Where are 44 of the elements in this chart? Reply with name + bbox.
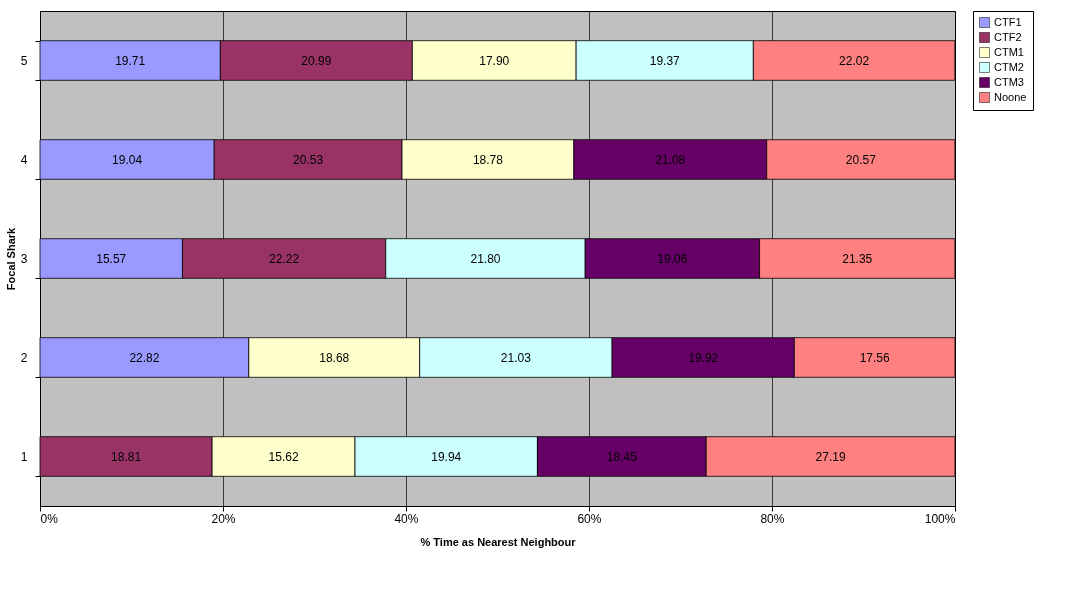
data-label: 19.37: [649, 53, 681, 68]
data-label: 20.57: [845, 152, 877, 167]
data-label: 20.53: [293, 152, 324, 167]
data-label: 19.94: [431, 449, 462, 464]
data-label: 27.19: [815, 449, 846, 464]
y-tick-label: 5: [20, 54, 28, 68]
x-tick-label: 0%: [40, 511, 59, 526]
data-label: 19.04: [112, 152, 143, 167]
data-label: 21.08: [655, 152, 686, 167]
data-label: 22.22: [269, 251, 300, 266]
legend-label: CTM3: [994, 75, 1024, 88]
data-label: 19.92: [688, 350, 719, 365]
y-tick-label: 1: [20, 450, 28, 464]
y-tick-label: 2: [20, 351, 28, 365]
legend-label: CTF2: [994, 30, 1022, 43]
data-label: 17.56: [859, 350, 891, 365]
y-tick-label: 4: [20, 153, 28, 167]
data-label: 21.35: [842, 251, 873, 266]
data-label: 19.71: [115, 53, 146, 68]
legend-label: Noone: [994, 90, 1027, 103]
x-tick-label: 80%: [760, 511, 785, 526]
data-label: 21.03: [500, 350, 532, 365]
data-label: 15.62: [268, 449, 299, 464]
data-label: 15.57: [96, 251, 127, 266]
data-label: 18.78: [472, 152, 504, 167]
data-label: 20.99: [301, 53, 332, 68]
legend-label: CTF1: [994, 15, 1022, 28]
data-label: 18.81: [111, 449, 142, 464]
legend-label: CTM2: [994, 60, 1024, 73]
x-tick-label: 60%: [577, 511, 602, 526]
legend-label: CTM1: [994, 45, 1024, 58]
data-label: 18.45: [606, 449, 638, 464]
x-axis-title: % Time as Nearest Neighbour: [420, 535, 577, 548]
data-label: 21.80: [470, 251, 501, 266]
data-label: 22.02: [839, 53, 870, 68]
y-axis-title: Focal Shark: [4, 226, 17, 291]
x-tick-label: 100%: [924, 511, 956, 526]
x-tick-label: 20%: [211, 511, 236, 526]
data-label: 22.82: [129, 350, 160, 365]
y-tick-label: 3: [20, 252, 28, 266]
data-label: 17.90: [479, 53, 510, 68]
data-label: 18.68: [319, 350, 350, 365]
data-label: 19.06: [657, 251, 688, 266]
x-tick-label: 40%: [394, 511, 419, 526]
